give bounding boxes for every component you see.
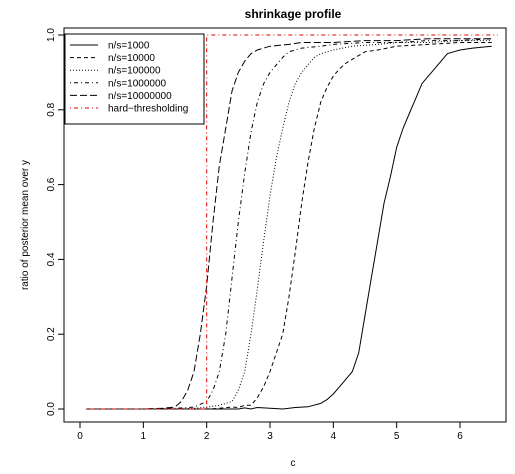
series-line-5 (86, 34, 498, 410)
x-tick-label: 4 (331, 431, 337, 442)
x-axis: 0 1 2 3 4 5 6 (77, 421, 463, 442)
series-line-0 (86, 45, 492, 410)
x-tick-label: 3 (267, 431, 273, 442)
y-tick-label: 0.4 (46, 252, 57, 266)
y-tick-label: 0.0 (46, 402, 57, 416)
y-axis-label: ratio of posterior mean over y (20, 160, 31, 290)
legend-label-4: n/s=10000000 (108, 91, 172, 102)
x-tick-label: 6 (457, 431, 463, 442)
legend-label-1: n/s=10000 (108, 53, 155, 64)
series-line-1 (86, 42, 492, 410)
y-tick-label: 1.0 (46, 28, 57, 42)
x-axis-label: c (291, 458, 296, 469)
y-tick-label: 0.6 (46, 177, 57, 191)
legend-box (64, 33, 205, 125)
chart-title: shrinkage profile (245, 7, 342, 21)
legend-label-5: hard−thresholding (108, 104, 188, 115)
x-tick-label: 5 (394, 431, 400, 442)
series-layer (86, 34, 498, 410)
legend-label-0: n/s=1000 (108, 41, 150, 52)
series-line-4 (86, 38, 492, 410)
x-tick-label: 1 (141, 431, 147, 442)
y-axis: 0.0 0.2 0.4 0.6 0.8 1.0 (46, 28, 65, 416)
legend-label-3: n/s=1000000 (108, 78, 167, 89)
y-tick-label: 0.2 (46, 327, 57, 341)
x-tick-label: 0 (77, 431, 83, 442)
y-tick-label: 0.8 (46, 102, 57, 116)
x-tick-label: 2 (204, 431, 210, 442)
legend-label-2: n/s=100000 (108, 66, 161, 77)
series-line-2 (86, 40, 492, 410)
